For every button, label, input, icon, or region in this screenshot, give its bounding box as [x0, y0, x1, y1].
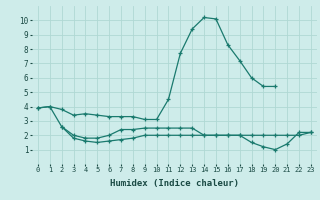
X-axis label: Humidex (Indice chaleur): Humidex (Indice chaleur) [110, 179, 239, 188]
